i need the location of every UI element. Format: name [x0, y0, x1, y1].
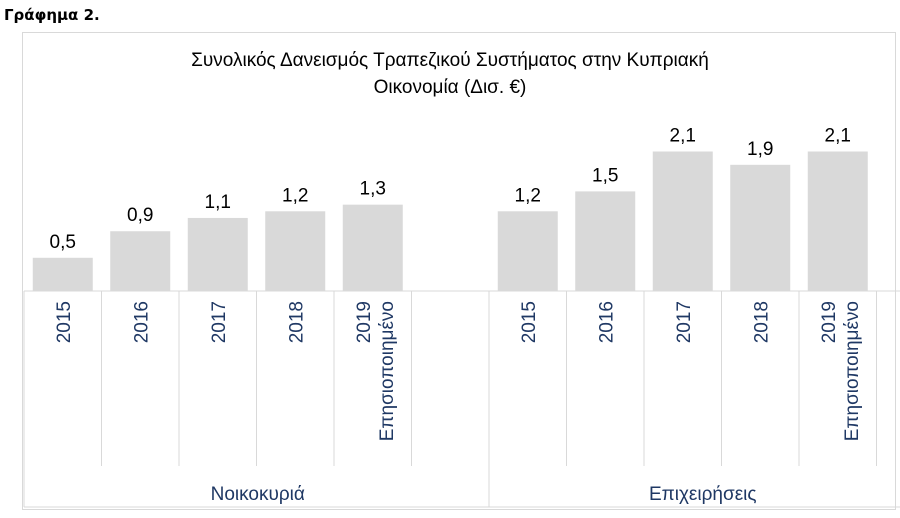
bar-1-2 [110, 231, 171, 291]
bar-2-5 [807, 151, 868, 291]
category-tick-label: Επησιοποιημένο [377, 301, 398, 441]
data-label: 0,5 [50, 232, 76, 253]
bar-1-3 [187, 217, 248, 291]
figure-caption: Γράφημα 2. [4, 6, 100, 24]
category-tick-label: 2016 [596, 301, 617, 343]
category-tick-label: 2018 [751, 301, 772, 343]
bar-2-1 [497, 211, 558, 291]
group-label: Επιχειρήσεις [649, 484, 757, 505]
data-label: 1,9 [747, 139, 773, 160]
group-label: Νοικοκυριά [211, 484, 305, 505]
chart-title-line-1: Συνολικός Δανεισμός Τραπεζικού Συστήματο… [191, 50, 709, 71]
data-label: 0,9 [127, 205, 153, 226]
category-tick-label: 2015 [54, 301, 75, 343]
bar-1-4 [265, 211, 326, 291]
data-label: 1,3 [360, 179, 386, 200]
chart-frame [22, 32, 896, 510]
category-tick-label: 2017 [209, 301, 230, 343]
data-label: 1,2 [515, 185, 541, 206]
category-tick-label: 2019 [354, 301, 375, 343]
data-label: 2,1 [670, 126, 696, 147]
category-tick-label: 2016 [131, 301, 152, 343]
bar-1-1 [32, 257, 93, 291]
data-label: 2,1 [825, 126, 851, 147]
bar-2-2 [575, 191, 636, 291]
data-label: 1,2 [282, 185, 308, 206]
category-tick-label: 2018 [286, 301, 307, 343]
bar-2-4 [730, 164, 791, 291]
data-label: 1,1 [205, 192, 231, 213]
category-tick-label: 2017 [674, 301, 695, 343]
category-tick-label: 2015 [519, 301, 540, 343]
data-label: 1,5 [592, 165, 618, 186]
category-tick-label: 2019 [819, 301, 840, 343]
chart-title-line-2: Οικονομία (Δισ. €) [374, 77, 527, 98]
category-tick-label: Επησιοποιημένο [842, 301, 863, 441]
bar-1-5 [342, 204, 403, 291]
bar-2-3 [652, 151, 713, 291]
